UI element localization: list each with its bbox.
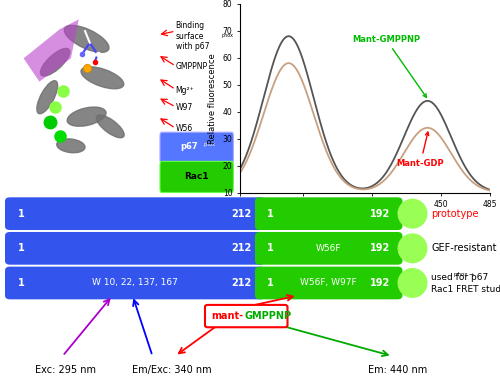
Text: phox →: phox →: [454, 272, 474, 277]
Text: Em/Exc: 340 nm: Em/Exc: 340 nm: [132, 365, 212, 375]
Text: mant-: mant-: [212, 311, 244, 321]
Text: p67: p67: [180, 142, 198, 151]
Text: W56F: W56F: [316, 244, 342, 253]
Polygon shape: [24, 19, 79, 82]
FancyBboxPatch shape: [255, 232, 402, 265]
Text: 212: 212: [232, 278, 252, 288]
Ellipse shape: [398, 199, 428, 229]
Text: Mg²⁺: Mg²⁺: [176, 85, 195, 95]
FancyBboxPatch shape: [5, 232, 265, 265]
FancyBboxPatch shape: [255, 266, 402, 300]
Text: Rac1 FRET studies: Rac1 FRET studies: [431, 285, 500, 295]
Text: W 10, 22, 137, 167: W 10, 22, 137, 167: [92, 278, 178, 288]
FancyBboxPatch shape: [160, 161, 234, 192]
FancyBboxPatch shape: [255, 197, 402, 230]
Text: Rac1: Rac1: [184, 172, 208, 181]
Text: 212: 212: [232, 209, 252, 219]
Text: Mant-GMPPNP: Mant-GMPPNP: [352, 35, 426, 97]
Text: W97: W97: [176, 103, 193, 112]
Text: 1: 1: [267, 278, 274, 288]
Text: used for p67: used for p67: [431, 273, 488, 282]
Ellipse shape: [37, 81, 58, 114]
Text: GMPPNP: GMPPNP: [176, 62, 208, 71]
Text: Em: 440 nm: Em: 440 nm: [368, 365, 427, 375]
Ellipse shape: [398, 268, 428, 298]
Text: 1: 1: [18, 243, 25, 253]
Ellipse shape: [398, 233, 428, 263]
Text: Binding
surface
with p67: Binding surface with p67: [176, 22, 209, 51]
Text: GEF-resistant: GEF-resistant: [431, 243, 496, 253]
Text: 192: 192: [370, 209, 390, 219]
Text: 212: 212: [232, 243, 252, 253]
Text: 1: 1: [18, 209, 25, 219]
Ellipse shape: [56, 139, 85, 153]
Ellipse shape: [40, 49, 70, 76]
Text: phox: phox: [221, 33, 233, 38]
Text: Exc: 295 nm: Exc: 295 nm: [35, 365, 96, 375]
Text: 1: 1: [267, 209, 274, 219]
FancyBboxPatch shape: [205, 305, 288, 327]
FancyBboxPatch shape: [5, 197, 265, 230]
Text: W56: W56: [176, 124, 193, 134]
Text: phox: phox: [204, 142, 216, 147]
FancyBboxPatch shape: [5, 266, 265, 300]
FancyBboxPatch shape: [160, 132, 234, 163]
Text: prototype: prototype: [431, 209, 478, 219]
Text: 192: 192: [370, 243, 390, 253]
Text: N-term: N-term: [8, 187, 22, 191]
Text: 1: 1: [267, 243, 274, 253]
Y-axis label: Relative fluorescence: Relative fluorescence: [208, 53, 217, 144]
Text: 1: 1: [18, 278, 25, 288]
X-axis label: Wavelength (nm): Wavelength (nm): [324, 215, 406, 224]
Ellipse shape: [67, 107, 106, 126]
Text: Mant-GDP: Mant-GDP: [396, 132, 444, 167]
Ellipse shape: [81, 67, 124, 89]
Ellipse shape: [64, 25, 109, 52]
Text: GMPPNP: GMPPNP: [245, 311, 292, 321]
Ellipse shape: [96, 115, 124, 138]
Text: 192: 192: [370, 278, 390, 288]
Text: C-term: C-term: [8, 179, 22, 183]
Text: W56F, W97F: W56F, W97F: [300, 278, 357, 288]
